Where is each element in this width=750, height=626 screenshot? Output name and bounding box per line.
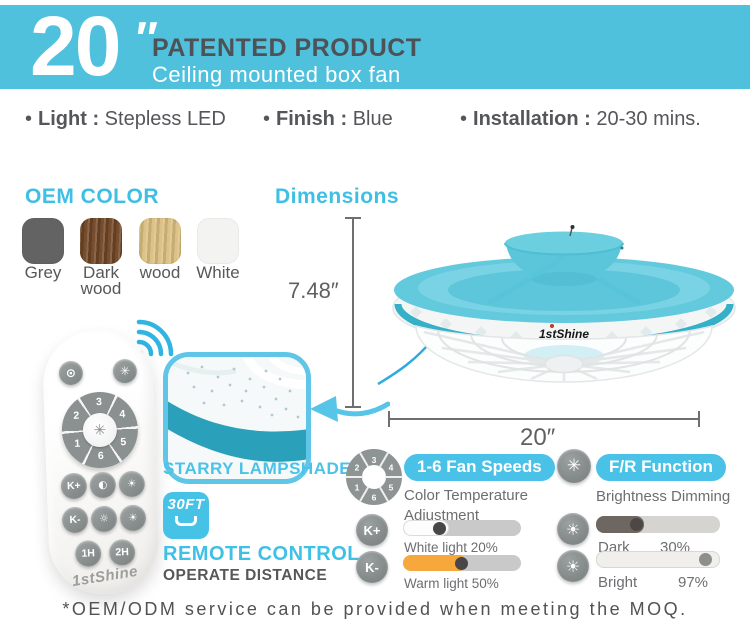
bullet-icon: • — [25, 108, 33, 130]
color-temp-label: Color Temperature Adjustment — [404, 487, 528, 524]
k-plus-button: K+ — [60, 472, 88, 500]
bullet-icon: • — [263, 108, 271, 130]
timer-1h-button: 1H — [74, 540, 102, 567]
sun-button-icon: ☀ — [118, 470, 146, 498]
width-dimension-value: 20″ — [520, 424, 556, 451]
spec-finish: • Finish : Blue — [263, 108, 393, 131]
sun-dim-icon: ☀ — [557, 513, 589, 545]
spec-installation: • Installation : 20-30 mins. — [460, 108, 701, 131]
sun-bright-icon: ☀ — [557, 550, 589, 582]
dial-number: 2 — [73, 409, 80, 422]
dial-number: 5 — [120, 436, 127, 449]
distance-badge: 30FT — [163, 492, 209, 539]
timer-2h-button: 2H — [108, 538, 136, 566]
dark-brightness-slider — [596, 516, 720, 533]
spec-light: • Light : Stepless LED — [25, 108, 226, 131]
spec-installation-label: Installation : — [473, 108, 591, 130]
slider-knob — [433, 521, 446, 535]
oem-color-heading: OEM COLOR — [25, 185, 159, 208]
svg-text:3: 3 — [372, 455, 377, 465]
swatch-label-dark-wood: Dark wood — [80, 263, 122, 299]
dial-number: 3 — [95, 395, 103, 409]
remote-brand-logo: 1stShine — [70, 562, 140, 591]
light-button-icon: ☼ — [90, 505, 118, 533]
slider-fill — [403, 555, 467, 571]
logo-accent-dot — [550, 324, 554, 328]
width-dimension-line — [388, 411, 700, 427]
k-minus-button: K- — [356, 551, 388, 583]
fan-logo: 1stShine — [539, 327, 589, 341]
svg-text:4: 4 — [389, 463, 394, 473]
teal-band — [168, 401, 306, 462]
moq-note: *OEM/ODM service can be provided when me… — [62, 599, 688, 619]
support-arms — [487, 255, 641, 305]
warm-light-slider — [403, 555, 521, 571]
swatch-label-grey: Grey — [24, 263, 62, 282]
swatch-dark-wood — [80, 218, 122, 264]
brightness-dimming-label: Brightness Dimming — [596, 488, 731, 505]
contrast-button-icon: ◐ — [89, 471, 117, 499]
swatch-wood — [139, 218, 181, 264]
spec-installation-value: 20-30 mins. — [596, 108, 701, 130]
svg-text:5: 5 — [389, 483, 394, 493]
inch-mark: ″ — [136, 12, 159, 64]
slider-knob — [455, 556, 468, 570]
dimensions-heading: Dimensions — [275, 185, 400, 208]
dial-number: 1 — [74, 437, 81, 450]
svg-text:2: 2 — [355, 463, 360, 473]
remote-control-title: REMOTE CONTROL — [163, 543, 360, 565]
pointer-arrow-icon — [310, 396, 390, 422]
k-plus-button: K+ — [356, 514, 388, 546]
fan-cage-grille — [423, 329, 705, 381]
lampshade-detail — [168, 357, 306, 479]
starry-lampshade-caption: STARRY LAMPSHADE — [163, 459, 352, 478]
fr-function-icon: ✳ — [557, 449, 591, 483]
swatch-label-wood: wood — [139, 263, 181, 282]
bracket-icon — [175, 516, 197, 526]
swatch-white — [197, 218, 239, 264]
dial-center-fan-icon: ✳ — [82, 412, 118, 448]
speed-dial-icon: 3 4 5 6 1 2 — [345, 449, 403, 505]
white-light-value: White light 20% — [404, 540, 498, 555]
operate-distance-subtitle: OPERATE DISTANCE — [163, 567, 328, 584]
white-light-slider — [403, 520, 521, 536]
warm-light-value: Warm light 50% — [404, 576, 499, 591]
banner-title: PATENTED PRODUCT — [152, 34, 422, 62]
spec-light-value: Stepless LED — [104, 108, 226, 130]
spec-finish-label: Finish : — [276, 108, 348, 130]
svg-text:6: 6 — [372, 493, 377, 503]
banner-subtitle: Ceiling mounted box fan — [152, 62, 401, 87]
k-minus-button: K- — [61, 506, 89, 534]
svg-text:1: 1 — [355, 483, 360, 493]
fan-speeds-badge: 1-6 Fan Speeds — [404, 454, 555, 481]
header-banner: 20 ″ PATENTED PRODUCT Ceiling mounted bo… — [0, 0, 750, 93]
size-number: 20 — [30, 0, 121, 93]
fr-function-badge: F/R Function — [596, 454, 726, 481]
bright-label: Bright — [598, 574, 638, 591]
lampshade-zoom-box — [163, 352, 311, 484]
height-dimension-line — [345, 217, 361, 408]
distance-value: 30FT — [167, 496, 205, 513]
swatch-grey — [22, 218, 64, 264]
bright-brightness-slider — [596, 551, 720, 568]
slider-knob — [630, 518, 643, 531]
spec-finish-value: Blue — [352, 108, 393, 130]
slider-knob — [699, 553, 712, 566]
sun-button-icon: ☀ — [119, 504, 147, 532]
bullet-icon: • — [460, 108, 468, 130]
dial-number: 6 — [97, 449, 104, 463]
swatch-label-white: White — [196, 263, 240, 282]
fan-button-icon: ✳ — [112, 358, 138, 384]
fan-product-image: 1stShine — [377, 225, 736, 386]
height-dimension-value: 7.48″ — [288, 278, 339, 303]
fan-speed-dial: 1 2 3 4 5 6 ✳ — [60, 390, 140, 470]
remote-control-image: ⊙ ✳ 1 2 3 4 5 6 ✳ K+ ◐ ☀ K- ☼ ☀ 1H 2H 1s… — [41, 328, 161, 596]
dial-number: 4 — [119, 408, 126, 421]
spec-light-label: Light : — [38, 108, 100, 130]
power-button-icon: ⊙ — [58, 360, 84, 386]
starry-dots — [186, 365, 300, 419]
bright-value: 97% — [678, 574, 709, 591]
